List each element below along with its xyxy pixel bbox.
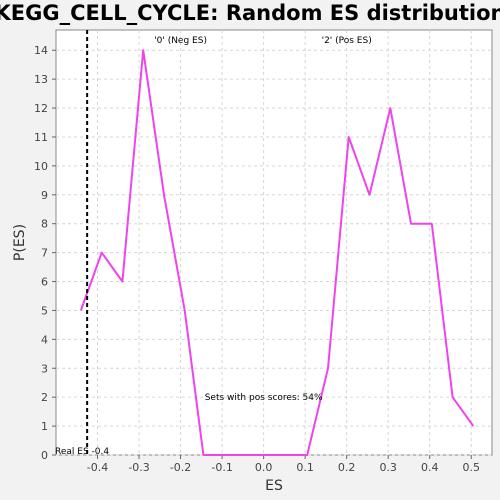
y-axis-label: P(ES)	[12, 224, 28, 261]
es-distribution-line	[79, 49, 475, 456]
chart-title: KEGG_CELL_CYCLE: Random ES distribution	[0, 1, 500, 25]
pos-scores-note: Sets with pos scores: 54%	[205, 393, 323, 403]
x-tick-label: -0.1	[211, 461, 232, 474]
y-tick-label: 14	[34, 44, 48, 57]
y-tick-label: 6	[41, 276, 48, 289]
plot-area	[55, 29, 493, 456]
x-tick-label: 0.4	[421, 461, 439, 474]
real-es-label: Real ES -0.4	[55, 447, 109, 457]
x-tick-label: -0.3	[128, 461, 149, 474]
annotations: '0' (Neg ES) '2' (Pos ES) Sets with pos …	[55, 30, 372, 457]
pos-es-label: '2' (Pos ES)	[322, 36, 372, 46]
y-tick-label: 0	[41, 449, 48, 462]
y-tick-label: 5	[41, 304, 48, 317]
x-axis-label: ES	[265, 478, 283, 494]
x-tick-label: 0.1	[296, 461, 314, 474]
y-tick-label: 1	[41, 420, 48, 433]
y-tick-label: 12	[34, 102, 48, 115]
series-layer	[79, 49, 475, 456]
x-tick-label: -0.4	[87, 461, 108, 474]
x-tick-label: 0.2	[338, 461, 356, 474]
neg-es-label: '0' (Neg ES)	[154, 36, 207, 46]
y-tick-label: 8	[41, 218, 48, 231]
y-tick-label: 7	[41, 247, 48, 260]
y-tick-label: 2	[41, 391, 48, 404]
x-tick-label: -0.2	[170, 461, 191, 474]
y-tick-label: 4	[41, 333, 48, 346]
x-tick-label: 0.3	[379, 461, 397, 474]
y-tick-label: 13	[34, 73, 48, 86]
x-tick-label: 0.0	[255, 461, 273, 474]
x-tick-label: 0.5	[462, 461, 480, 474]
axis-ticks: -0.4 -0.3 -0.2 -0.1 0.0 0.1 0.2 0.3 0.4 0.5012345…	[34, 44, 480, 474]
y-tick-label: 9	[41, 189, 48, 202]
y-tick-label: 11	[34, 131, 48, 144]
y-tick-label: 10	[34, 160, 48, 173]
y-tick-label: 3	[41, 362, 48, 375]
grid	[56, 30, 492, 456]
